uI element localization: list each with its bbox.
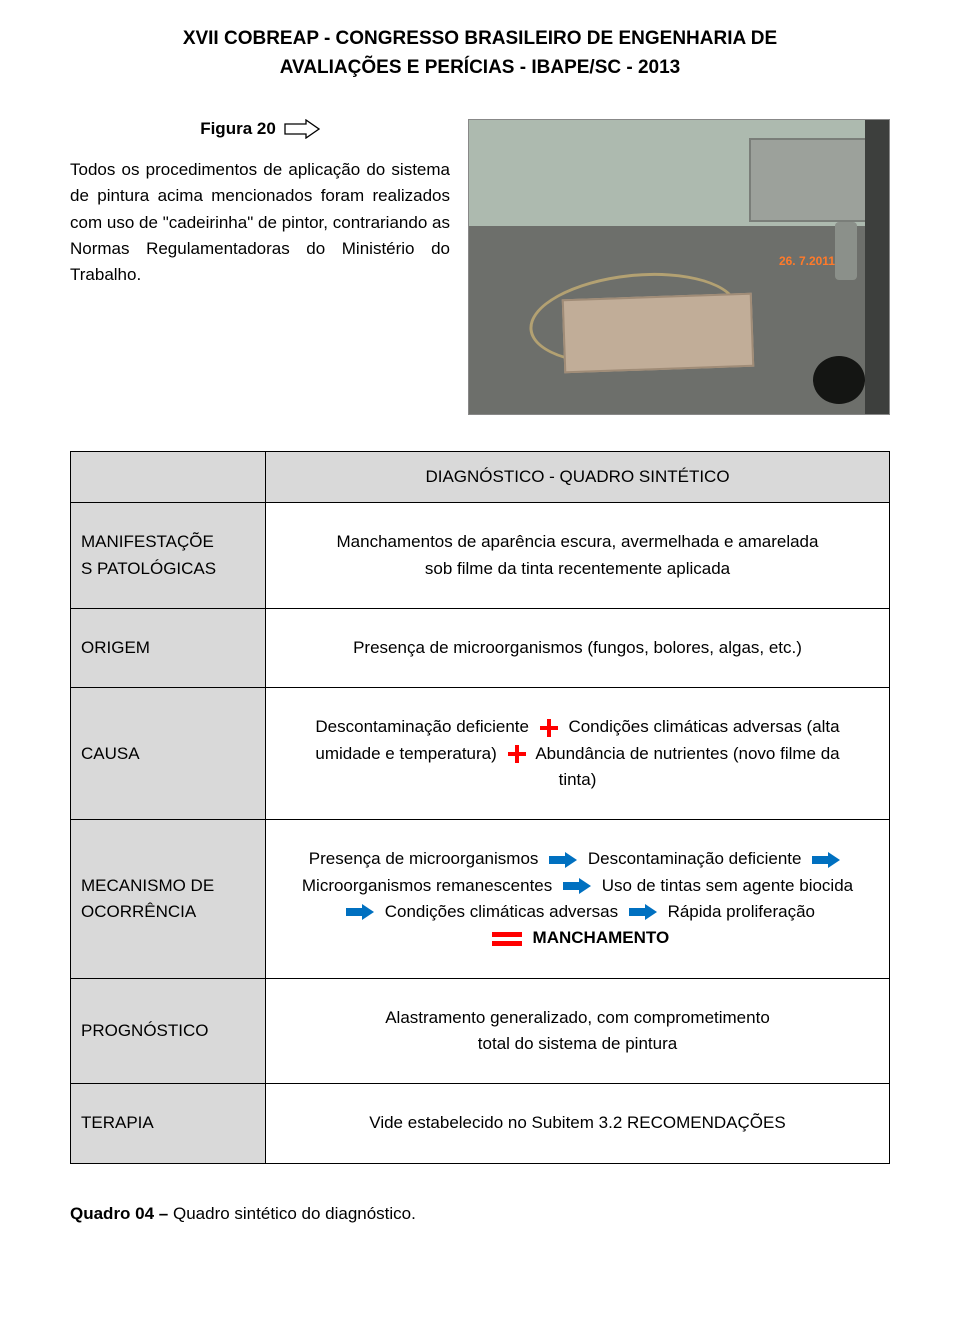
mec-l4: MANCHAMENTO bbox=[533, 928, 670, 947]
arrow-right-icon bbox=[563, 878, 591, 894]
row-content-terapia: Vide estabelecido no Subitem 3.2 RECOMEN… bbox=[266, 1084, 890, 1163]
footer-rest: Quadro sintético do diagnóstico. bbox=[173, 1204, 416, 1223]
row-content-mecanismo: Presença de microorganismos Descontamina… bbox=[266, 820, 890, 978]
causa-seg4: Abundância de nutrientes (novo filme da bbox=[535, 744, 839, 763]
mec-l1b: Descontaminação deficiente bbox=[588, 849, 802, 868]
row-content-origem: Presença de microorganismos (fungos, bol… bbox=[266, 608, 890, 687]
mecanismo-label-l2: OCORRÊNCIA bbox=[81, 902, 196, 921]
figure-label-row: Figura 20 bbox=[70, 119, 450, 139]
figure-label: Figura 20 bbox=[200, 119, 276, 139]
photo-conduit bbox=[835, 222, 857, 280]
document-header: XVII COBREAP - CONGRESSO BRASILEIRO DE E… bbox=[70, 24, 890, 83]
manifestacoes-label-l1: MANIFESTAÇÕE bbox=[81, 532, 214, 551]
mec-l2a: Microorganismos remanescentes bbox=[302, 876, 552, 895]
header-line1: XVII COBREAP - CONGRESSO BRASILEIRO DE E… bbox=[183, 28, 777, 49]
row-label-mecanismo: MECANISMO DE OCORRÊNCIA bbox=[71, 820, 266, 978]
row-label-causa: CAUSA bbox=[71, 688, 266, 820]
equals-icon bbox=[492, 931, 522, 947]
mec-l3b: Rápida proliferação bbox=[668, 902, 815, 921]
row-content-manifestacoes: Manchamentos de aparência escura, averme… bbox=[266, 503, 890, 609]
figure-photo: 26. 7.2011 bbox=[468, 119, 890, 415]
arrow-right-icon bbox=[629, 904, 657, 920]
manifestacoes-content-l2: sob filme da tinta recentemente aplicada bbox=[425, 559, 730, 578]
row-label-origem: ORIGEM bbox=[71, 608, 266, 687]
row-label-terapia: TERAPIA bbox=[71, 1084, 266, 1163]
footer-caption: Quadro 04 – Quadro sintético do diagnóst… bbox=[70, 1204, 890, 1224]
mec-l3a: Condições climáticas adversas bbox=[385, 902, 618, 921]
manifestacoes-content-l1: Manchamentos de aparência escura, averme… bbox=[337, 532, 819, 551]
photo-electrical-box bbox=[749, 138, 867, 222]
row-content-prognostico: Alastramento generalizado, com compromet… bbox=[266, 978, 890, 1084]
row-content-causa: Descontaminação deficiente Condições cli… bbox=[266, 688, 890, 820]
causa-seg3: umidade e temperatura) bbox=[315, 744, 496, 763]
intro-paragraph: Todos os procedimentos de aplicação do s… bbox=[70, 157, 450, 289]
photo-date-stamp: 26. 7.2011 bbox=[779, 254, 835, 268]
row-label-manifestacoes: MANIFESTAÇÕE S PATOLÓGICAS bbox=[71, 503, 266, 609]
arrow-right-icon bbox=[549, 852, 577, 868]
header-line2: AVALIAÇÕES E PERÍCIAS - IBAPE/SC - 2013 bbox=[280, 57, 681, 78]
row-label-prognostico: PROGNÓSTICO bbox=[71, 978, 266, 1084]
table-title-cell: DIAGNÓSTICO - QUADRO SINTÉTICO bbox=[266, 451, 890, 502]
causa-seg2: Condições climáticas adversas (alta bbox=[568, 717, 839, 736]
photo-seat-board bbox=[562, 293, 754, 374]
mec-l2b: Uso de tintas sem agente biocida bbox=[602, 876, 853, 895]
plus-icon bbox=[540, 719, 558, 737]
table-title-empty-cell bbox=[71, 451, 266, 502]
figure-and-intro-row: Figura 20 Todos os procedimentos de apli… bbox=[70, 119, 890, 415]
arrow-right-icon bbox=[346, 904, 374, 920]
footer-bold: Quadro 04 – bbox=[70, 1204, 173, 1223]
mecanismo-label-l1: MECANISMO DE bbox=[81, 876, 214, 895]
right-arrow-icon bbox=[284, 119, 320, 139]
causa-seg1: Descontaminação deficiente bbox=[315, 717, 529, 736]
mec-l1a: Presença de microorganismos bbox=[309, 849, 539, 868]
prognostico-l1: Alastramento generalizado, com compromet… bbox=[385, 1008, 770, 1027]
intro-column: Figura 20 Todos os procedimentos de apli… bbox=[70, 119, 450, 415]
manifestacoes-label-l2: S PATOLÓGICAS bbox=[81, 559, 216, 578]
causa-seg5: tinta) bbox=[559, 770, 597, 789]
plus-icon bbox=[508, 745, 526, 763]
prognostico-l2: total do sistema de pintura bbox=[478, 1034, 677, 1053]
photo-downpipe bbox=[865, 120, 889, 415]
photo-drain-hole bbox=[813, 356, 865, 404]
arrow-right-icon bbox=[812, 852, 840, 868]
diagnostic-table: DIAGNÓSTICO - QUADRO SINTÉTICO MANIFESTA… bbox=[70, 451, 890, 1164]
